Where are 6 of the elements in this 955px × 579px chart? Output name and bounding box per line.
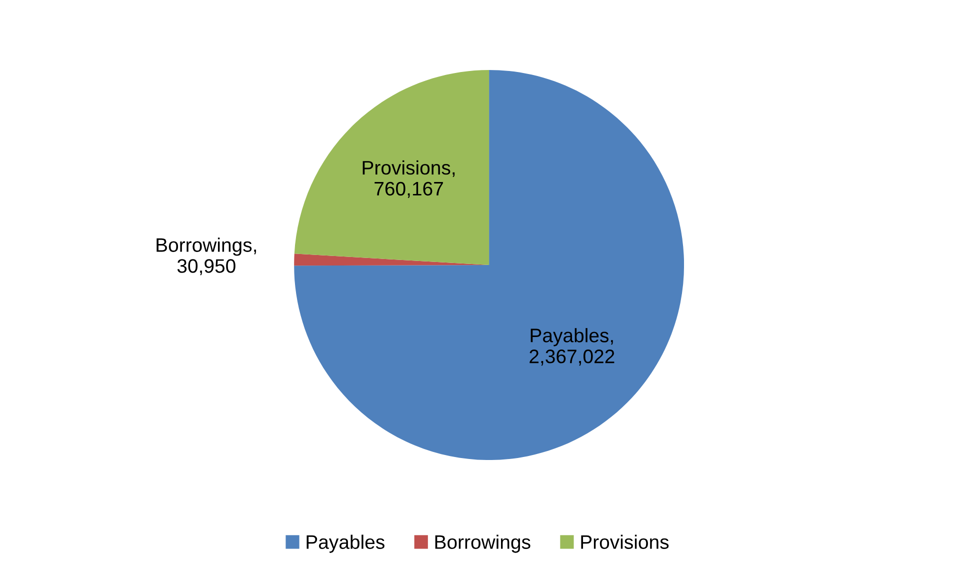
legend-label: Provisions	[581, 534, 669, 549]
legend-label: Borrowings	[435, 534, 530, 553]
legend-label: Payables	[306, 534, 384, 553]
data-label: Borrowings, 30,950	[156, 238, 256, 276]
data-label: Provisions, 760,167	[362, 160, 455, 198]
data-label: Payables, 2,367,022	[530, 328, 614, 366]
